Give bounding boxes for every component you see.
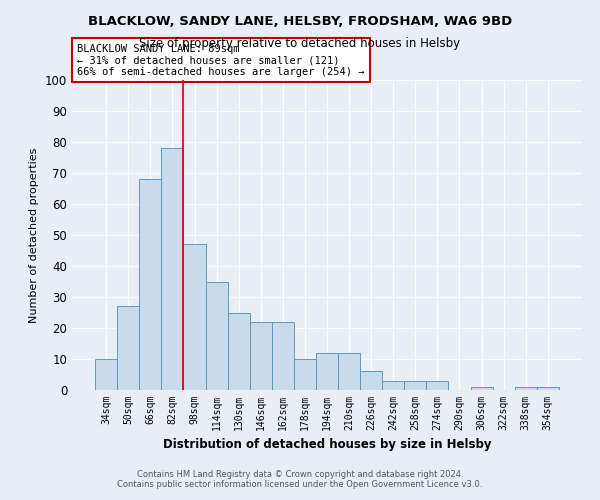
Bar: [404, 380, 427, 390]
Bar: [360, 372, 382, 390]
Bar: [294, 359, 316, 390]
Text: BLACKLOW, SANDY LANE, HELSBY, FRODSHAM, WA6 9BD: BLACKLOW, SANDY LANE, HELSBY, FRODSHAM, …: [88, 15, 512, 28]
Bar: [382, 380, 404, 390]
Bar: [139, 179, 161, 390]
Bar: [227, 312, 250, 390]
Bar: [470, 387, 493, 390]
Bar: [272, 322, 294, 390]
Bar: [427, 380, 448, 390]
X-axis label: Distribution of detached houses by size in Helsby: Distribution of detached houses by size …: [163, 438, 491, 452]
Bar: [117, 306, 139, 390]
Bar: [515, 387, 537, 390]
Text: BLACKLOW SANDY LANE: 89sqm
← 31% of detached houses are smaller (121)
66% of sem: BLACKLOW SANDY LANE: 89sqm ← 31% of deta…: [77, 44, 365, 77]
Text: Contains HM Land Registry data © Crown copyright and database right 2024.
Contai: Contains HM Land Registry data © Crown c…: [118, 470, 482, 489]
Text: Size of property relative to detached houses in Helsby: Size of property relative to detached ho…: [139, 38, 461, 51]
Bar: [184, 244, 206, 390]
Bar: [161, 148, 184, 390]
Bar: [95, 359, 117, 390]
Bar: [537, 387, 559, 390]
Y-axis label: Number of detached properties: Number of detached properties: [29, 148, 40, 322]
Bar: [316, 353, 338, 390]
Bar: [206, 282, 227, 390]
Bar: [250, 322, 272, 390]
Bar: [338, 353, 360, 390]
